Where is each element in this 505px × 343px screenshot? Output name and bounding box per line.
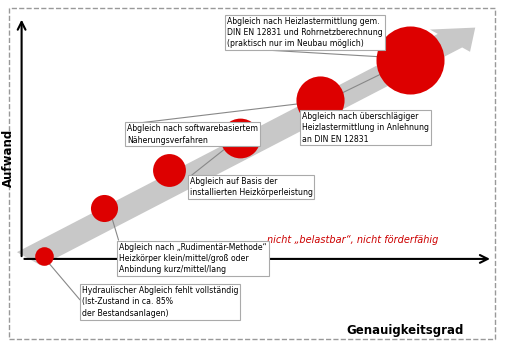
Polygon shape: [17, 27, 474, 266]
Text: Hydraulischer Abgleich fehlt vollständig
(Ist-Zustand in ca. 85%
der Bestandsanl: Hydraulischer Abgleich fehlt vollständig…: [82, 286, 238, 318]
Text: Abgleich nach Heizlastermittlung gem.
DIN EN 12831 und Rohrnetzberechnung
(prakt: Abgleich nach Heizlastermittlung gem. DI…: [227, 16, 382, 48]
Point: [235, 135, 243, 141]
Point: [165, 167, 173, 173]
Text: Abgleich nach überschlägiger
Heizlastermittlung in Anlehnung
an DIN EN 12831: Abgleich nach überschlägiger Heizlasterm…: [301, 112, 428, 143]
Point: [315, 97, 323, 103]
Text: Abgleich nach „Rudimentär-Methode“
Heizkörper klein/mittel/groß oder
Anbindung k: Abgleich nach „Rudimentär-Methode“ Heizk…: [119, 243, 267, 274]
Point: [100, 205, 108, 211]
Text: nicht „belastbar“, nicht förderfähig: nicht „belastbar“, nicht förderfähig: [266, 235, 437, 245]
Point: [405, 57, 413, 63]
Text: Abgleich auf Basis der
installierten Heizkörperleistung: Abgleich auf Basis der installierten Hei…: [189, 177, 312, 197]
Point: [40, 253, 48, 259]
Text: Abgleich nach softwarebasiertem
Näherungsverfahren: Abgleich nach softwarebasiertem Näherung…: [127, 125, 258, 144]
Text: Genauigkeitsgrad: Genauigkeitsgrad: [346, 324, 463, 337]
Text: Aufwand: Aufwand: [2, 129, 15, 187]
